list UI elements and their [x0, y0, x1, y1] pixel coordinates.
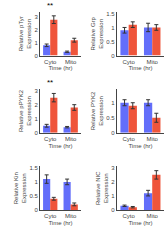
- svg-text:Cyto: Cyto: [44, 59, 57, 65]
- svg-text:Time (hr): Time (hr): [128, 143, 152, 149]
- svg-text:0: 0: [111, 53, 115, 59]
- svg-text:Mito: Mito: [65, 136, 77, 142]
- svg-text:0: 0: [111, 130, 115, 136]
- svg-text:1.5: 1.5: [29, 165, 38, 171]
- svg-text:Time (hr): Time (hr): [48, 220, 72, 226]
- svg-text:0: 0: [34, 53, 38, 59]
- svg-text:**: **: [47, 1, 53, 10]
- svg-text:Relative pPYK2Expression: Relative pPYK2Expression: [18, 89, 32, 132]
- svg-text:Mito: Mito: [65, 213, 77, 219]
- svg-text:Cyto: Cyto: [122, 136, 135, 142]
- svg-text:Mito: Mito: [147, 59, 159, 65]
- svg-text:2: 2: [34, 102, 38, 108]
- svg-text:**: **: [47, 78, 53, 87]
- svg-text:1: 1: [34, 179, 38, 185]
- svg-text:0.5: 0.5: [106, 39, 115, 45]
- svg-text:Cyto: Cyto: [44, 136, 57, 142]
- svg-text:0.5: 0.5: [106, 115, 115, 121]
- svg-text:Mito: Mito: [65, 59, 77, 65]
- svg-text:0: 0: [111, 207, 115, 213]
- svg-text:Relative pTyrExpression: Relative pTyrExpression: [18, 16, 32, 51]
- svg-text:3: 3: [34, 88, 38, 94]
- svg-text:Cyto: Cyto: [122, 213, 135, 219]
- svg-text:3: 3: [34, 14, 38, 20]
- svg-text:Relative NICExpression: Relative NICExpression: [95, 171, 109, 205]
- svg-text:3: 3: [111, 165, 115, 171]
- svg-text:Mito: Mito: [147, 213, 159, 219]
- svg-text:Relative KinExpression: Relative KinExpression: [13, 172, 27, 204]
- svg-text:1: 1: [111, 193, 115, 199]
- svg-text:Mito: Mito: [147, 136, 159, 142]
- svg-text:1: 1: [111, 25, 115, 31]
- svg-text:2: 2: [34, 27, 38, 33]
- svg-text:0: 0: [34, 130, 38, 136]
- svg-text:Time (hr): Time (hr): [128, 65, 152, 71]
- svg-text:Time (hr): Time (hr): [128, 220, 152, 226]
- svg-text:Cyto: Cyto: [44, 213, 57, 219]
- svg-text:0.5: 0.5: [29, 193, 38, 199]
- svg-text:1: 1: [34, 40, 38, 46]
- svg-text:Time (hr): Time (hr): [48, 143, 72, 149]
- svg-text:0: 0: [34, 207, 38, 213]
- svg-text:Relative PYK2Expression: Relative PYK2Expression: [90, 91, 104, 130]
- svg-text:1: 1: [111, 100, 115, 106]
- svg-text:Relative GrpExpression: Relative GrpExpression: [90, 16, 104, 50]
- svg-text:1.5: 1.5: [106, 11, 115, 17]
- svg-text:1: 1: [34, 116, 38, 122]
- svg-text:Time (hr): Time (hr): [48, 65, 72, 71]
- svg-text:Cyto: Cyto: [122, 59, 135, 65]
- svg-text:2: 2: [111, 179, 115, 185]
